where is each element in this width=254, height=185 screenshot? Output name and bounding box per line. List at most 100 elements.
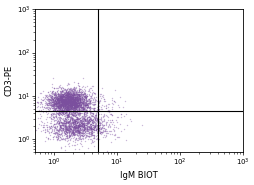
Point (83, 94, 87, 97)
Point (69, 97, 73, 100)
Point (67, 129, 71, 132)
Point (89, 95, 93, 98)
Point (62, 106, 66, 109)
Point (65, 99, 69, 102)
Point (44, 136, 48, 139)
Point (74, 106, 78, 109)
Point (85, 103, 89, 106)
Point (80, 124, 84, 127)
Point (51, 97, 55, 100)
Point (77, 125, 81, 128)
Point (61, 91, 66, 94)
Point (71, 101, 75, 104)
Point (81, 122, 85, 125)
Point (72, 102, 76, 105)
Point (74, 107, 78, 110)
Point (78, 129, 83, 132)
Point (65, 113, 69, 116)
Point (52, 103, 56, 106)
Point (70, 93, 74, 96)
Point (67, 125, 71, 128)
Point (74, 105, 78, 108)
Point (62, 95, 66, 98)
Point (60, 97, 64, 100)
Point (76, 107, 81, 110)
Point (57, 93, 61, 96)
Point (80, 124, 84, 127)
Point (51, 102, 55, 105)
Point (66, 113, 70, 116)
Point (76, 125, 81, 128)
Point (39, 101, 43, 104)
Point (75, 124, 80, 127)
Point (58, 112, 62, 115)
Point (63, 103, 67, 106)
Point (70, 103, 74, 106)
Point (83, 119, 87, 122)
Point (75, 99, 80, 102)
Point (70, 101, 74, 104)
Point (76, 101, 80, 104)
Point (66, 125, 70, 128)
Point (80, 115, 84, 118)
Point (101, 113, 105, 116)
Point (51, 98, 55, 101)
Point (85, 122, 89, 125)
Point (66, 143, 70, 146)
Point (57, 96, 61, 99)
Point (57, 114, 61, 117)
Point (65, 106, 69, 109)
Point (55, 96, 59, 99)
Point (61, 106, 65, 109)
Point (68, 124, 72, 127)
Point (72, 90, 76, 93)
Point (83, 90, 87, 92)
Point (57, 121, 61, 124)
Point (66, 134, 70, 137)
Point (66, 107, 70, 110)
Point (60, 97, 64, 100)
Point (71, 107, 75, 110)
Point (63, 90, 67, 92)
Point (51, 103, 55, 106)
Point (52, 92, 56, 95)
Point (74, 123, 78, 126)
Point (67, 107, 71, 110)
Point (88, 130, 92, 132)
Point (73, 104, 77, 107)
Point (75, 125, 79, 128)
Point (70, 103, 74, 106)
Point (63, 122, 67, 125)
Point (73, 100, 77, 103)
Point (86, 122, 90, 125)
Point (72, 118, 76, 121)
Point (64, 100, 68, 103)
Point (67, 110, 71, 113)
Point (64, 107, 68, 110)
Point (63, 99, 67, 102)
Point (61, 106, 65, 109)
Point (61, 94, 66, 97)
Point (71, 119, 75, 122)
Point (67, 112, 71, 115)
Point (75, 126, 80, 129)
Point (57, 123, 61, 126)
Point (53, 93, 57, 96)
Point (68, 103, 72, 106)
Point (57, 104, 61, 107)
Point (91, 127, 95, 130)
Point (54, 134, 58, 137)
Point (94, 128, 98, 131)
Point (83, 128, 87, 131)
Point (54, 105, 58, 108)
Point (61, 127, 65, 130)
Point (51, 91, 55, 94)
Point (65, 121, 69, 124)
Point (68, 98, 72, 101)
Point (90, 118, 94, 121)
Point (63, 101, 67, 104)
Point (56, 96, 60, 99)
Point (73, 106, 77, 109)
Point (78, 127, 82, 130)
Point (77, 107, 81, 110)
